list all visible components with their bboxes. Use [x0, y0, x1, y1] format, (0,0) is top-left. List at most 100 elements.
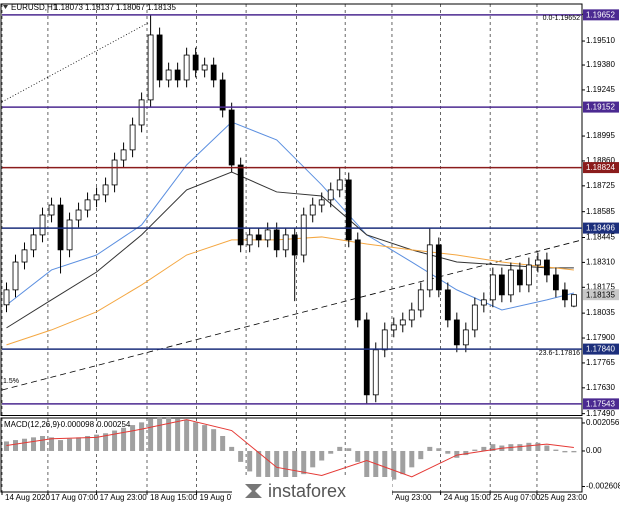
annotation: 0.0-1.19652	[543, 15, 580, 22]
candle-body	[300, 214, 307, 256]
candle-body	[12, 261, 19, 291]
level-label: 1.17840	[586, 345, 615, 354]
x-tick-label: 19 Aug 07	[200, 493, 237, 502]
macd-bar	[193, 422, 199, 451]
candle-body	[201, 64, 208, 71]
candle-body	[273, 229, 280, 251]
candle-body	[219, 79, 226, 111]
candle-body	[453, 319, 460, 346]
main-frame	[0, 3, 583, 416]
level-box	[583, 101, 619, 113]
x-tick-label: 18 Aug 15:00	[150, 493, 198, 502]
macd-bar	[301, 450, 307, 475]
macd-bar	[238, 450, 244, 462]
level-box	[583, 162, 619, 174]
candle-body	[525, 264, 532, 286]
macd-bar	[157, 416, 163, 451]
watermark-bg	[232, 477, 392, 506]
macd-bar	[535, 442, 541, 451]
moving-average	[6, 236, 574, 346]
candle-body	[381, 329, 388, 351]
candle-body	[147, 34, 154, 101]
level-label: 1.17543	[586, 399, 615, 408]
macd-signal	[6, 419, 574, 478]
macd-bar	[292, 450, 298, 480]
candle-body	[228, 109, 235, 166]
macd-bar	[220, 435, 226, 451]
candle-body	[111, 159, 118, 186]
macd-bar	[445, 450, 451, 454]
y-tick-label: 1.19380	[586, 60, 615, 69]
candle-body	[66, 219, 73, 251]
macd-bar	[346, 448, 352, 451]
macd-bar	[337, 446, 343, 451]
macd-bar	[58, 440, 64, 451]
candle-body	[93, 194, 100, 201]
candle-body	[21, 249, 28, 263]
macd-bar	[229, 446, 235, 451]
level-box	[583, 343, 619, 355]
y-tick-label: 1.18175	[586, 282, 615, 291]
macd-bar	[49, 437, 55, 451]
candle-body	[48, 204, 55, 216]
candle-body	[471, 304, 478, 331]
macd-bar	[130, 425, 136, 451]
y-tick-label: 1.17765	[586, 358, 615, 367]
candle-body	[570, 294, 577, 307]
annotation: 23.6-1.17816	[539, 350, 580, 357]
macd-bar	[526, 442, 532, 451]
macd-bar	[355, 450, 361, 462]
macd-bar	[490, 444, 496, 451]
y-tick-label: 1.18445	[586, 233, 615, 242]
ohlc-value: 1.18137	[85, 3, 114, 12]
candle-body	[75, 209, 82, 221]
macd-bar	[247, 450, 253, 472]
level-label: 1.19152	[586, 103, 615, 112]
candle-body	[543, 259, 550, 276]
candle-body	[246, 234, 253, 246]
y-tick-label: 1.19245	[586, 85, 615, 94]
ohlc-value: 1.18073	[54, 3, 83, 12]
macd-title: MACD(12,26,9)	[4, 420, 60, 429]
candle-body	[237, 164, 244, 246]
candle-body	[408, 309, 415, 321]
macd-bar	[517, 444, 523, 451]
y-tick-label: 1.18860	[586, 156, 615, 165]
ohlc-value: 1.18067	[116, 3, 145, 12]
candle-body	[120, 149, 127, 161]
x-tick-label: Aug 23:00	[395, 493, 432, 502]
trend-line	[1, 21, 150, 103]
macd-bar	[274, 450, 280, 481]
candle-body	[426, 244, 433, 291]
y-tick-label: 1.17490	[586, 409, 615, 418]
macd-bar	[544, 445, 550, 451]
level-box	[583, 222, 619, 234]
macd-bar	[31, 437, 37, 451]
y-tick-label: 1.17900	[586, 333, 615, 342]
macd-bar	[319, 450, 325, 461]
candle-body	[480, 299, 487, 306]
candle-body	[507, 269, 514, 296]
macd-bar	[67, 438, 73, 451]
macd-bar	[283, 450, 289, 481]
candle-body	[444, 289, 451, 321]
candle-body	[39, 214, 46, 236]
candle-body	[363, 319, 370, 396]
candle-body	[282, 234, 289, 251]
candle-body	[174, 69, 181, 81]
candle-body	[399, 319, 406, 326]
candle-body	[156, 34, 163, 81]
macd-value: -0.000098	[58, 420, 95, 429]
candle-body	[210, 64, 217, 81]
macd-bar	[85, 435, 91, 451]
symbol-icon	[3, 5, 8, 9]
current-price: 1.18135	[586, 290, 615, 299]
macd-bar	[391, 450, 397, 480]
macd-bar	[40, 435, 46, 451]
candle-body	[561, 289, 568, 301]
candle-body	[552, 274, 559, 291]
macd-bar	[310, 450, 316, 468]
